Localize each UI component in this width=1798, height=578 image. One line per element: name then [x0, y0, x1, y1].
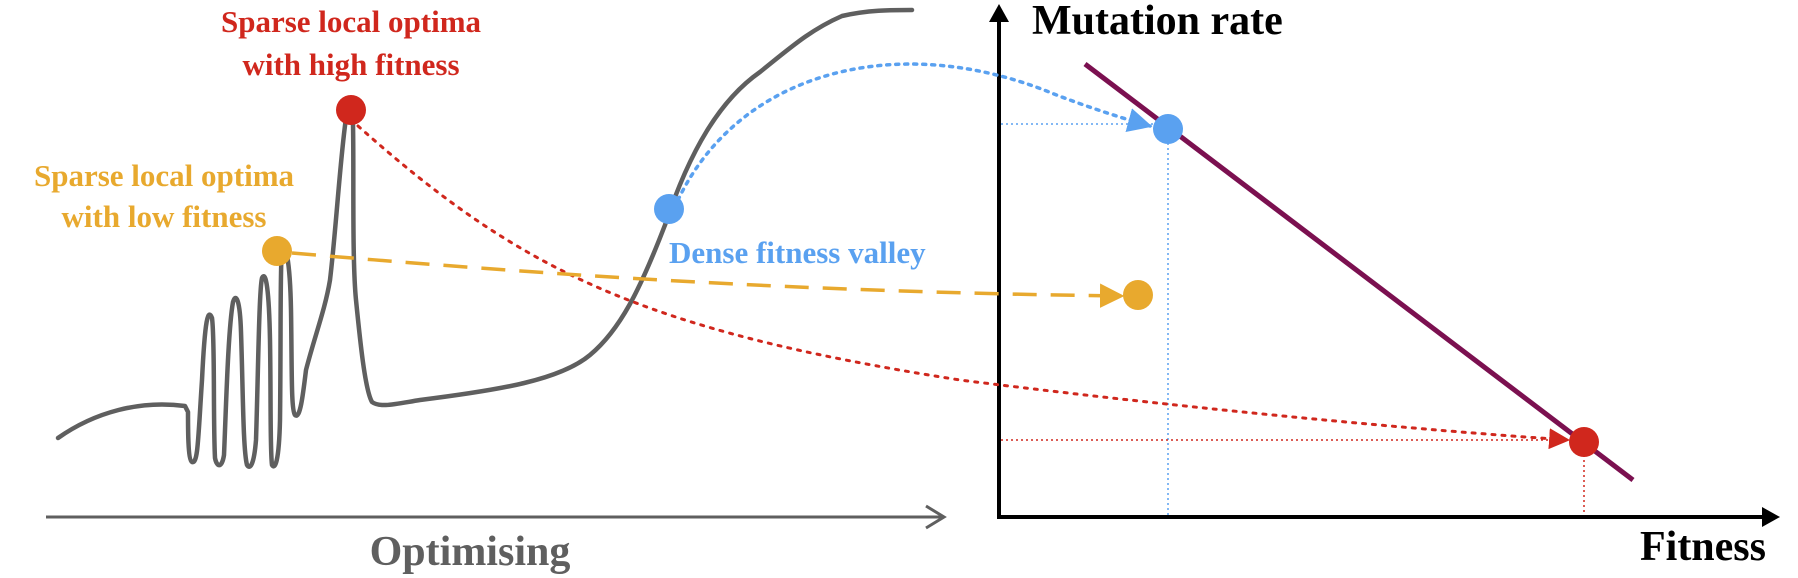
mutation-rate-axis-label: Mutation rate: [1032, 0, 1283, 44]
blue-mapping-arrow: [676, 62, 1153, 202]
fitness-axis-label: Fitness: [1640, 524, 1766, 570]
orange-mapping-arrow: [291, 251, 1125, 308]
high-optima-label-line1: Sparse local optima: [221, 4, 482, 39]
red-mapping-arrow: [356, 124, 1571, 450]
orange-mapped-point: [1123, 280, 1153, 310]
blue-mapped-point: [1153, 114, 1183, 144]
low-optima-label-line2: with low fitness: [62, 199, 267, 234]
mutation-rate-axis-arrowhead: [989, 4, 1009, 22]
high-fitness-optimum-point: [336, 95, 366, 125]
optimising-axis-label: Optimising: [370, 529, 571, 575]
low-optima-label-line1: Sparse local optima: [34, 158, 295, 193]
red-mapped-point: [1569, 427, 1599, 457]
optimising-axis-arrowhead: [925, 504, 947, 530]
fitness-axis-arrowhead: [1762, 507, 1780, 527]
dense-valley-label: Dense fitness valley: [669, 235, 926, 270]
high-optima-label-line2: with high fitness: [242, 47, 459, 82]
low-fitness-optimum-point: [262, 236, 292, 266]
dense-valley-point: [654, 194, 684, 224]
